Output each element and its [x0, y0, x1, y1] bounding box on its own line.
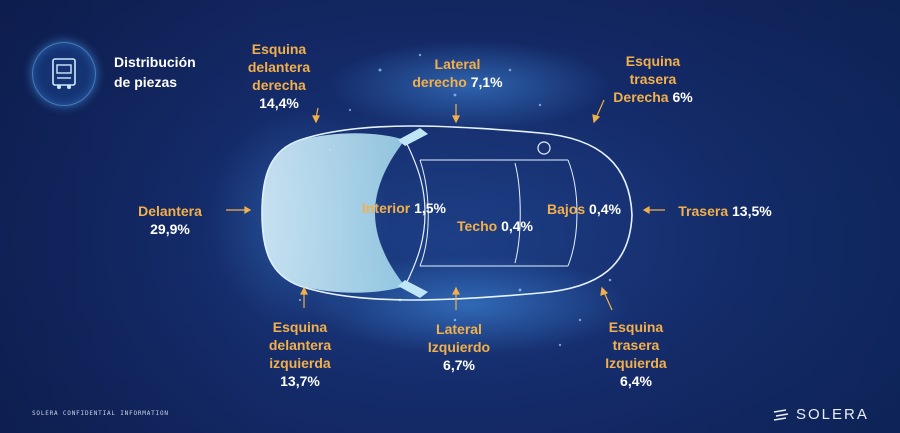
label-delantera: Delantera 29,9% [138, 203, 202, 237]
label-lateral-derecho: Lateral derecho 7,1% [412, 56, 503, 90]
car-service-badge [32, 42, 96, 106]
label-interior: Interior 1,5% [361, 200, 447, 216]
car-front [262, 133, 405, 293]
solera-wordmark: SOLERA [796, 406, 869, 423]
confidential-footer: SOLERA CONFIDENTIAL INFORMATION [32, 410, 169, 417]
mirror-right [398, 128, 428, 146]
label-esquina-delantera-izquierda: Esquina delantera izquierda 13,7% [268, 319, 332, 389]
label-lateral-izquierdo: Lateral Izquierdo 6,7% [427, 321, 491, 373]
windshield-line [404, 139, 426, 287]
label-esquina-trasera-izquierda: Esquina trasera Izquierda 6,4% [605, 319, 667, 389]
particle-glow-top [330, 40, 610, 130]
solera-logo: SOLERA [772, 406, 869, 423]
page-title: Distribución de piezas [114, 52, 196, 92]
roof-line-front [419, 159, 429, 267]
title-line-1: Distribución [114, 54, 196, 70]
solera-logo-icon [773, 408, 789, 421]
pointer-arrows [226, 99, 665, 311]
title-line-2: de piezas [114, 74, 178, 90]
label-techo: Techo 0,4% [456, 218, 533, 234]
label-bajos: Bajos 0,4% [547, 201, 621, 217]
label-esquina-trasera-derecha: Esquina trasera Derecha 6% [613, 53, 693, 105]
rear-window-line [567, 159, 578, 267]
label-esquina-delantera-derecha: Esquina delantera derecha 14,4% [247, 41, 311, 111]
roof-line-rear [514, 162, 521, 264]
label-trasera: Trasera 13,5% [678, 203, 772, 219]
fuel-cap [537, 141, 551, 155]
car-service-icon [52, 58, 76, 89]
mirror-left [398, 280, 428, 298]
